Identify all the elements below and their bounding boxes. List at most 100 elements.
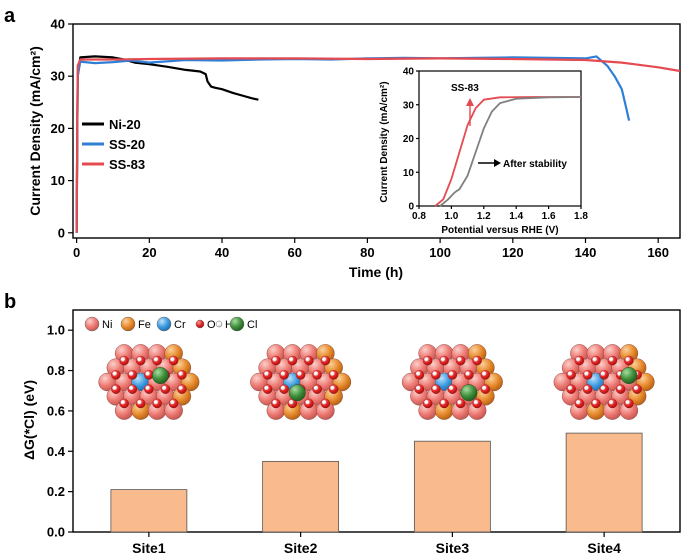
inset-red-arrow xyxy=(466,98,474,126)
bar-y-tick-label-1: 0.2 xyxy=(47,484,65,499)
stability-x-tick-label-6: 120 xyxy=(502,245,524,260)
slab-structure-site1 xyxy=(98,344,200,420)
slab-hydrogen-atom xyxy=(584,371,589,376)
element-legend-swatch-h xyxy=(215,320,223,328)
stability-x-tick-label-2: 40 xyxy=(215,245,229,260)
slab-hydrogen-atom xyxy=(330,371,335,376)
slab-hydrogen-atom xyxy=(112,371,117,376)
inset-x-ticks: 0.8 1.0 1.2 1.4 1.6 1.8 xyxy=(412,206,588,222)
legend-label-ss-20: SS-20 xyxy=(109,137,145,152)
slab-hydrogen-atom xyxy=(567,371,573,376)
inset-y-tick-label-1: 10 xyxy=(403,168,415,179)
slab-structure-site2 xyxy=(250,344,352,420)
bar-site4 xyxy=(565,432,643,533)
bar-category-label-site3: Site3 xyxy=(436,540,470,556)
slab-chlorine-atom xyxy=(288,384,306,402)
slab-chlorine-atom xyxy=(151,367,169,385)
slab-hydrogen-atom xyxy=(313,385,319,391)
element-legend-swatch-ni xyxy=(84,316,100,332)
slab-hydrogen-atom xyxy=(322,357,327,362)
element-legend-swatch-cr xyxy=(156,316,172,332)
slab-hydrogen-atom xyxy=(153,400,159,405)
slab-hydrogen-atom xyxy=(473,357,479,362)
bar-site2 xyxy=(262,460,340,533)
bar-y-tick-label-5: 1.0 xyxy=(47,323,65,338)
slab-hydrogen-atom xyxy=(482,371,487,376)
slab-hydrogen-atom xyxy=(129,385,134,391)
inset-series-line-ss-83 xyxy=(434,96,581,207)
slab-hydrogen-atom xyxy=(272,357,277,362)
slab-hydrogen-atom xyxy=(600,385,606,391)
legend-label-ni-20: Ni-20 xyxy=(109,117,141,132)
stability-x-ticks: 0 20 40 60 80 100 120 140 160 xyxy=(73,238,669,260)
inset-x-tick-label-2: 1.2 xyxy=(477,211,491,222)
slab-hydrogen-atom xyxy=(482,385,487,391)
adsorption-bar-chart: 0.00.20.40.60.81.0 Site1 Site2 Site3 Site4 … xyxy=(21,309,681,556)
stability-y-tick-label-3: 30 xyxy=(51,69,65,84)
slab-chlorine-atom xyxy=(620,367,638,385)
slab-hydrogen-atom xyxy=(137,400,142,405)
inset-x-tick-label-3: 1.4 xyxy=(509,211,523,222)
stability-series-line-ni-20 xyxy=(75,55,259,233)
stability-x-tick-label-7: 140 xyxy=(575,245,597,260)
stability-y-tick-label-1: 10 xyxy=(51,173,65,188)
slab-hydrogen-atom xyxy=(432,371,437,376)
slab-hydrogen-atom xyxy=(297,371,302,376)
slab-hydrogen-atom xyxy=(322,400,327,405)
slab-hydrogen-atom xyxy=(289,357,294,362)
element-legend-swatch-o xyxy=(195,319,205,329)
inset-x-tick-label-0: 0.8 xyxy=(412,211,426,222)
slab-hydrogen-atom xyxy=(457,400,462,405)
inset-x-tick-label-1: 1.0 xyxy=(444,211,458,222)
bar-site3 xyxy=(413,440,491,533)
stability-legend: Ni-20 SS-20 SS-83 xyxy=(82,117,145,172)
stability-x-tick-label-4: 80 xyxy=(360,245,374,260)
inset-series-line-after-stability xyxy=(439,96,582,207)
slab-hydrogen-atom xyxy=(137,357,142,362)
slab-hydrogen-atom xyxy=(424,400,429,405)
slab-hydrogen-atom xyxy=(449,385,454,391)
bar-site1 xyxy=(110,489,188,533)
slab-hydrogen-atom xyxy=(592,400,597,405)
bar-category-label-site2: Site2 xyxy=(284,540,318,556)
bar-category-label-site1: Site1 xyxy=(132,540,166,556)
stability-x-tick-label-5: 100 xyxy=(429,245,451,260)
inset-y-tick-label-4: 40 xyxy=(403,67,415,78)
stability-x-tick-label-0: 0 xyxy=(73,245,80,260)
slab-hydrogen-atom xyxy=(465,371,470,376)
slab-hydrogen-atom xyxy=(112,385,117,391)
stability-plot-frame xyxy=(72,23,681,239)
slab-hydrogen-atom xyxy=(305,400,310,405)
slab-hydrogen-atom xyxy=(272,400,277,405)
slab-hydrogen-atom xyxy=(289,400,294,405)
stability-y-tick-label-0: 0 xyxy=(58,225,65,240)
slab-hydrogen-atom xyxy=(584,385,589,391)
slab-hydrogen-atom xyxy=(162,385,167,391)
slab-hydrogen-atom xyxy=(609,400,614,405)
bar-y-tick-label-3: 0.6 xyxy=(47,403,65,418)
element-legend-label-cl: Cl xyxy=(247,319,257,331)
slab-hydrogen-atom xyxy=(129,371,134,376)
slab-hydrogen-atom xyxy=(600,371,606,376)
slab-hydrogen-atom xyxy=(145,371,150,376)
bar-y-tick-label-2: 0.4 xyxy=(47,444,66,459)
slab-hydrogen-atom xyxy=(416,385,421,391)
slab-hydrogen-atom xyxy=(313,371,319,376)
inset-series xyxy=(434,96,582,207)
stability-y-label: Current Density (mA/cm²) xyxy=(27,46,43,216)
slab-hydrogen-atom xyxy=(330,385,335,391)
slab-hydrogen-atom xyxy=(178,385,183,391)
polarization-inset: 0.8 1.0 1.2 1.4 1.6 1.8 0 10 20 30 40 Potential v… xyxy=(379,67,588,237)
slab-hydrogen-atom xyxy=(280,371,286,376)
bar-y-tick-label-4: 0.8 xyxy=(47,363,65,378)
legend-label-ss-83: SS-83 xyxy=(109,157,145,172)
slab-hydrogen-atom xyxy=(120,357,126,362)
inset-black-arrow xyxy=(478,159,501,167)
bar-marks xyxy=(110,432,643,533)
slab-hydrogen-atom xyxy=(625,357,630,362)
slab-hydrogen-atom xyxy=(576,400,581,405)
slab-hydrogen-atom xyxy=(449,371,454,376)
element-legend-label-o: O xyxy=(207,319,216,331)
element-legend-label-fe: Fe xyxy=(138,319,151,331)
